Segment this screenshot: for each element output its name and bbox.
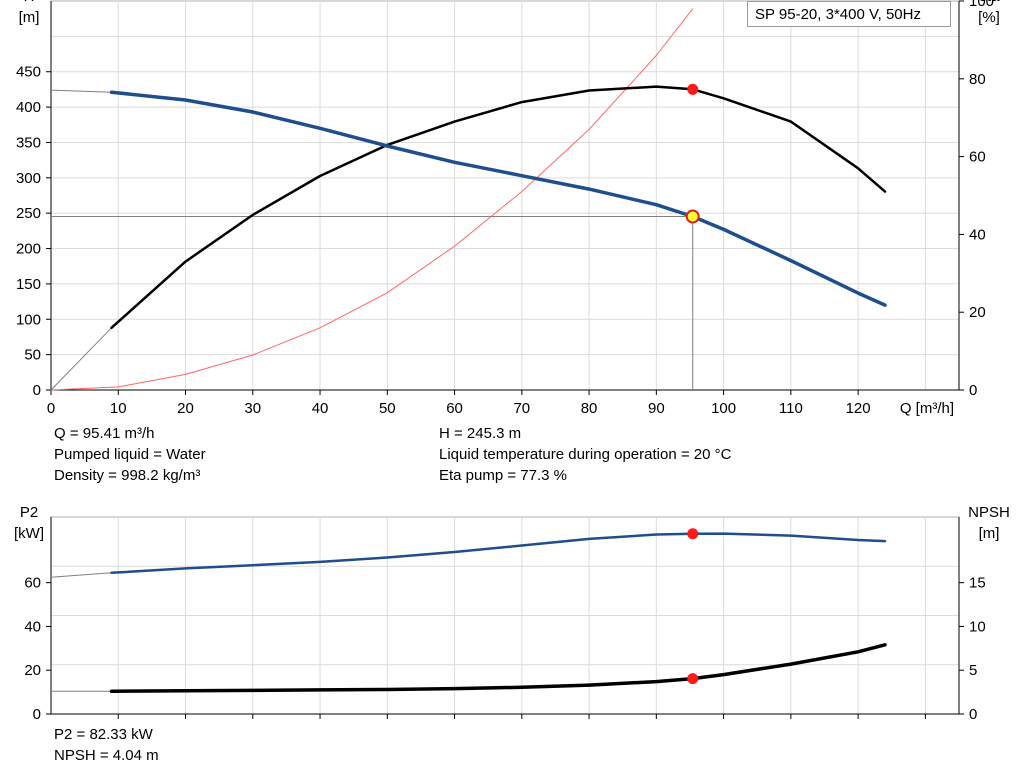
y-left-tick-label: 40 bbox=[24, 618, 41, 635]
info-right-top: H = 245.3 m Liquid temperature during op… bbox=[439, 423, 731, 486]
x-axis-title: Q [m³/h] bbox=[900, 400, 954, 417]
temperature-readout: Liquid temperature during operation = 20… bbox=[439, 446, 732, 463]
y-left-tick-label: 0 bbox=[33, 706, 41, 723]
x-tick-label: 80 bbox=[581, 400, 598, 417]
y-left-tick-label: 0 bbox=[33, 382, 41, 399]
y-right-tick-label: 80 bbox=[969, 71, 986, 88]
head-readout: H = 245.3 m bbox=[439, 425, 522, 442]
y-left-tick-label: 250 bbox=[16, 205, 41, 222]
y-right-tick-label: 5 bbox=[969, 662, 977, 679]
efficiency-curve bbox=[110, 85, 887, 330]
y-left-axis-unit: [m] bbox=[19, 9, 40, 26]
y-right-tick-label: 20 bbox=[969, 304, 986, 321]
density-readout: Density = 998.2 kg/m³ bbox=[54, 467, 201, 484]
efficiency-curve-lead bbox=[50, 327, 112, 391]
x-tick-label: 40 bbox=[312, 400, 329, 417]
x-tick-label: 110 bbox=[779, 400, 803, 417]
operating-point-npsh bbox=[687, 673, 699, 685]
y-right-tick-label: 100 bbox=[969, 0, 994, 10]
y-right-tick-label: 40 bbox=[969, 226, 986, 243]
info-bottom: P2 = 82.33 kW NPSH = 4.04 m bbox=[54, 724, 159, 766]
y-left-tick-label: 20 bbox=[24, 662, 41, 679]
x-tick-label: 70 bbox=[513, 400, 530, 417]
chart-title-legend: SP 95-20, 3*400 V, 50Hz bbox=[747, 1, 951, 27]
info-left-top: Q = 95.41 m³/h Pumped liquid = Water Den… bbox=[54, 423, 206, 486]
operating-point-efficiency bbox=[687, 83, 699, 95]
power-curve-lead bbox=[50, 572, 112, 578]
y-right-axis-unit: [%] bbox=[978, 9, 1000, 26]
y-left-tick-label: 200 bbox=[16, 241, 41, 258]
plot-frame-1 bbox=[50, 0, 960, 391]
x-tick-label: 30 bbox=[244, 400, 261, 417]
operating-point-head bbox=[685, 209, 700, 224]
x-tick-label: 0 bbox=[47, 400, 55, 417]
y-right-tick-label: 0 bbox=[969, 706, 977, 723]
y-right-axis-title: eta bbox=[979, 0, 1001, 5]
y-left-tick-label: 60 bbox=[24, 575, 41, 592]
head-curve-lead bbox=[50, 89, 112, 93]
x-tick-label: 90 bbox=[648, 400, 665, 417]
x-tick-label: 60 bbox=[446, 400, 463, 417]
x-tick-label: 120 bbox=[846, 400, 871, 417]
y-left-axis-title: P2 bbox=[20, 504, 38, 521]
y-left-tick-label: 350 bbox=[16, 134, 41, 151]
y-left-axis-unit: [kW] bbox=[14, 525, 44, 542]
y-left-tick-label: 400 bbox=[16, 99, 41, 116]
y-right-tick-label: 15 bbox=[969, 575, 986, 592]
x-tick-label: 10 bbox=[110, 400, 127, 417]
liquid-readout: Pumped liquid = Water bbox=[54, 446, 206, 463]
power-readout: P2 = 82.33 kW bbox=[54, 726, 153, 743]
flow-readout: Q = 95.41 m³/h bbox=[54, 425, 155, 442]
y-left-tick-label: 100 bbox=[16, 311, 41, 328]
y-left-axis-title: H bbox=[24, 0, 35, 5]
y-right-tick-label: 0 bbox=[969, 382, 977, 399]
x-tick-label: 100 bbox=[711, 400, 736, 417]
y-right-tick-label: 60 bbox=[969, 149, 986, 166]
y-left-tick-label: 150 bbox=[16, 276, 41, 293]
y-left-tick-label: 50 bbox=[24, 347, 41, 364]
y-right-axis-title: NPSH bbox=[968, 504, 1010, 521]
efficiency-readout: Eta pump = 77.3 % bbox=[439, 467, 567, 484]
chart-title: SP 95-20, 3*400 V, 50Hz bbox=[755, 6, 921, 23]
npsh-readout: NPSH = 4.04 m bbox=[54, 747, 159, 764]
operating-point-power bbox=[687, 528, 699, 540]
y-right-tick-label: 10 bbox=[969, 618, 986, 635]
x-tick-label: 20 bbox=[177, 400, 194, 417]
y-left-tick-label: 300 bbox=[16, 170, 41, 187]
power-curve bbox=[110, 532, 887, 575]
system-curve bbox=[50, 8, 694, 391]
x-tick-label: 50 bbox=[379, 400, 396, 417]
head-curve bbox=[109, 90, 887, 307]
y-right-axis-unit: [m] bbox=[979, 525, 1000, 542]
npsh-curve bbox=[109, 643, 887, 693]
y-left-tick-label: 450 bbox=[16, 64, 41, 81]
